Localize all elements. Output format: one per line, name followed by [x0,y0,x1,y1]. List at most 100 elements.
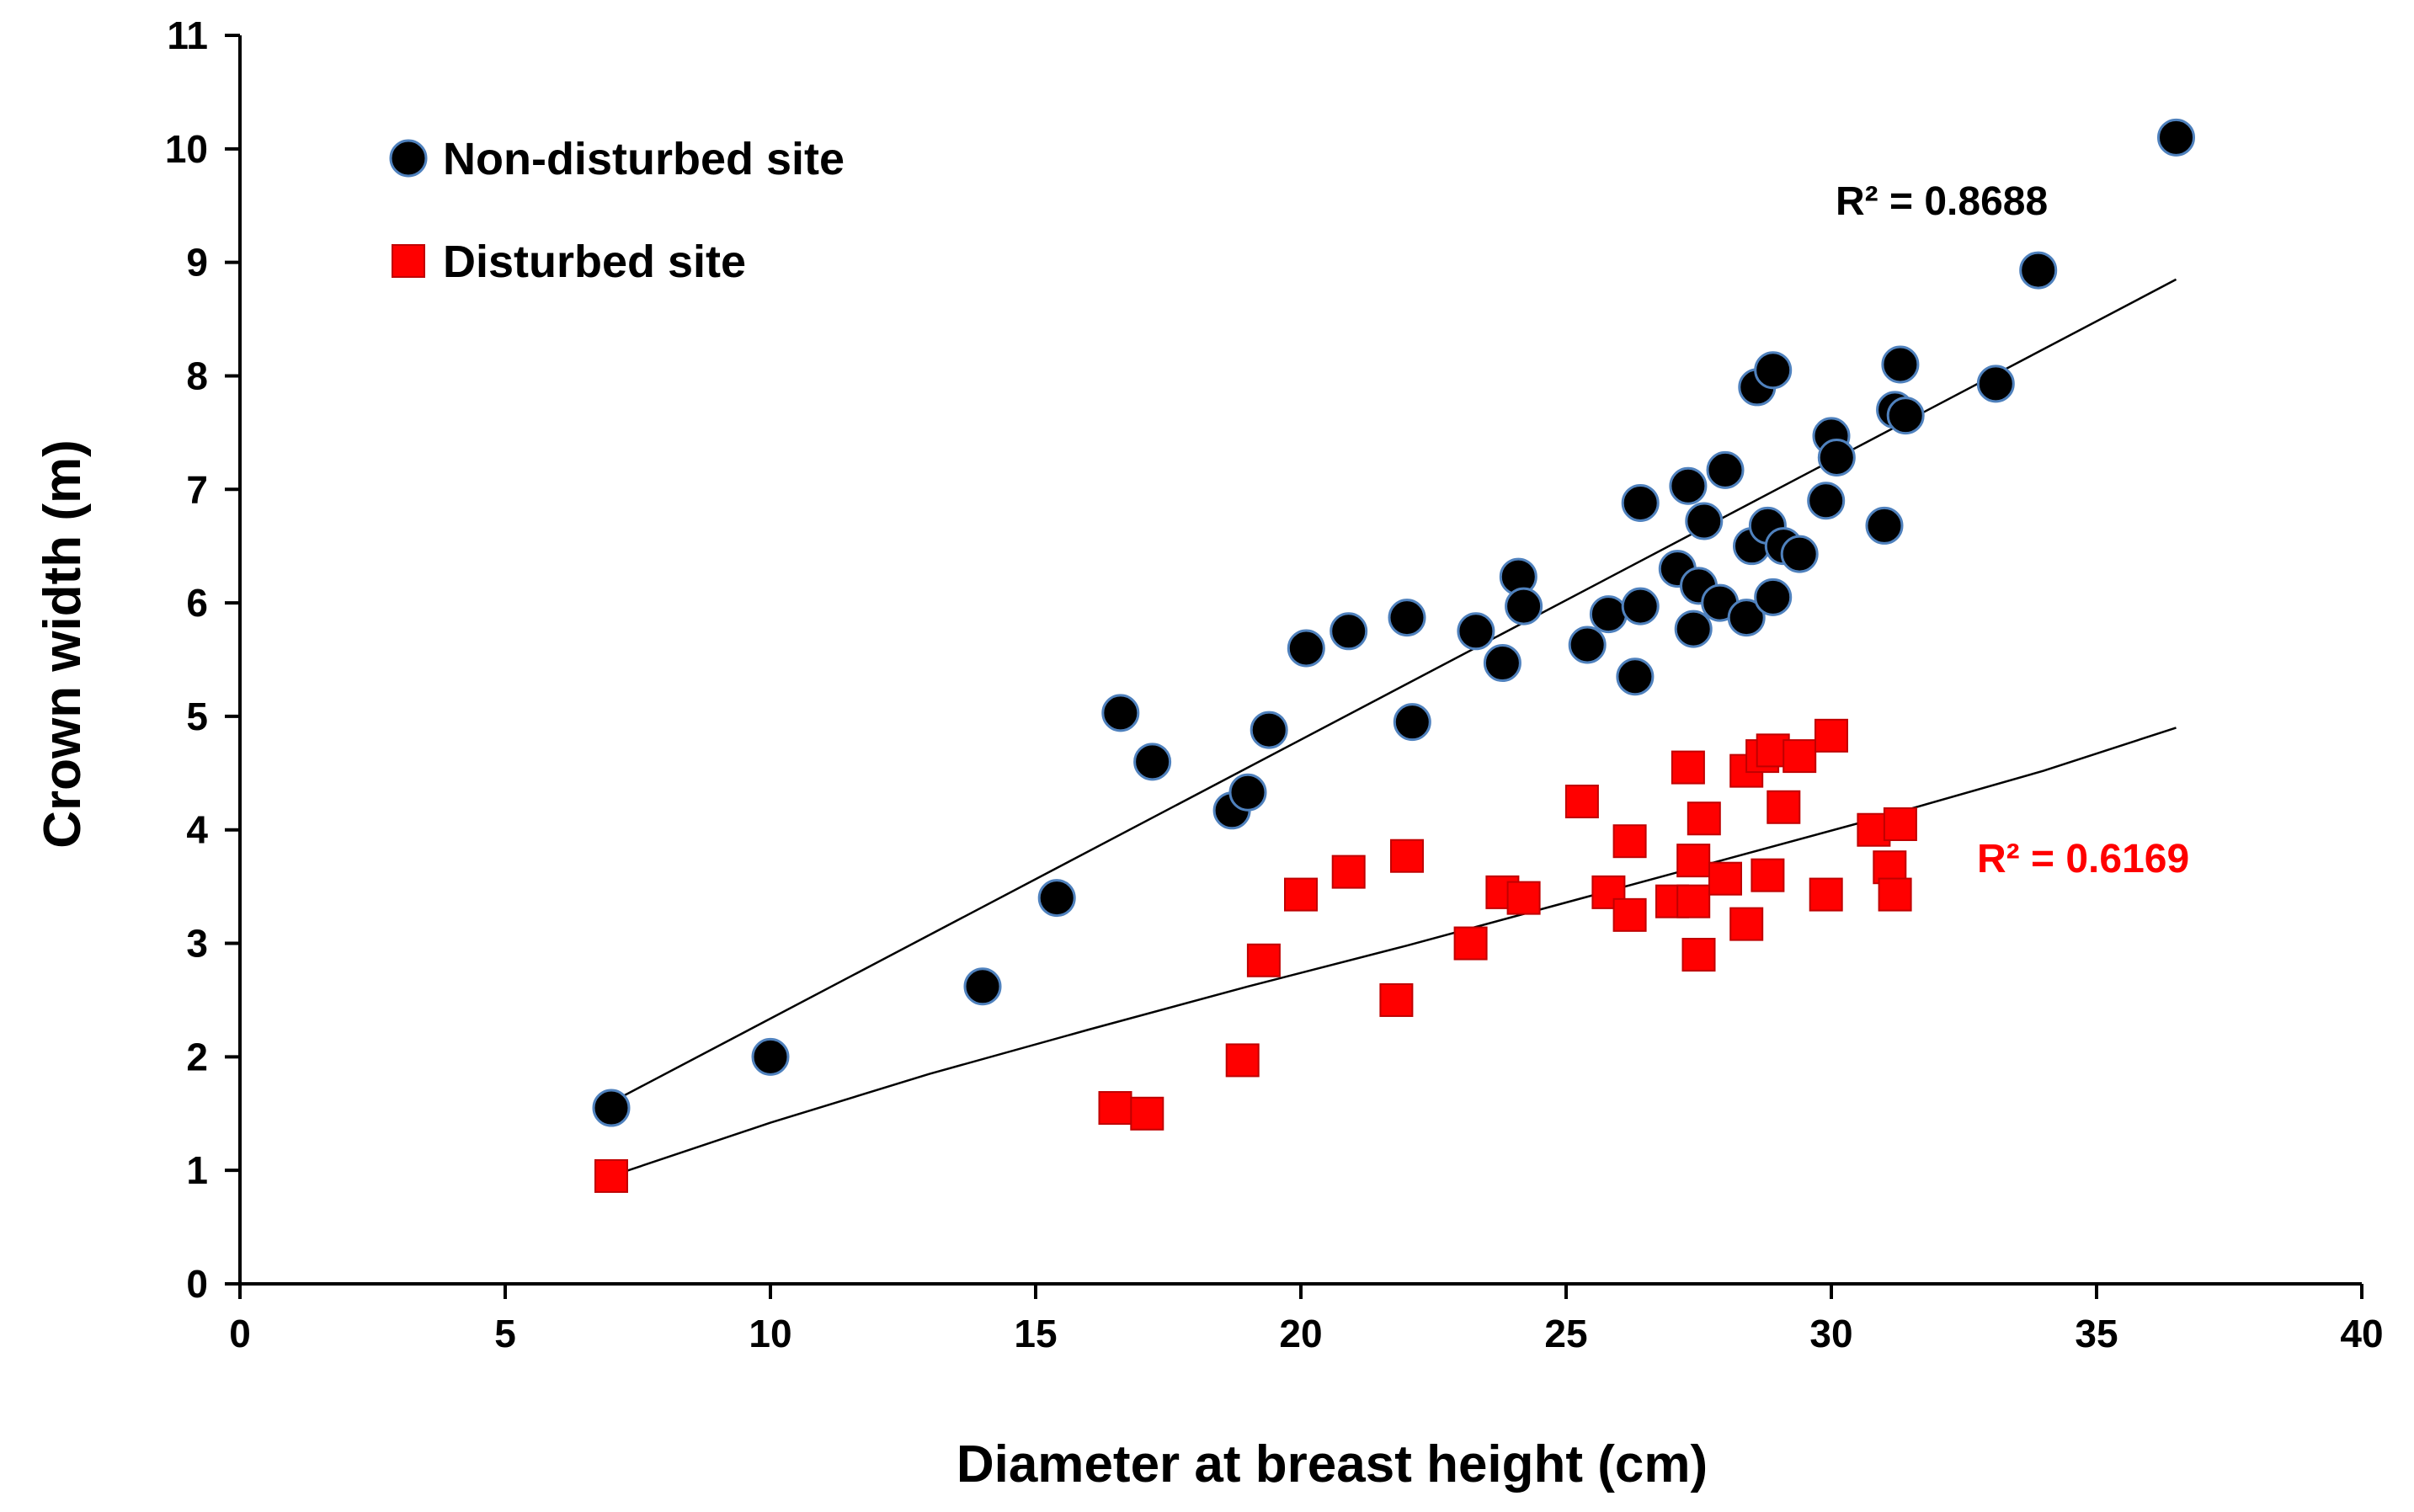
axes-layer [225,34,2363,1299]
non-disturbed-data-point [1616,658,1655,696]
non-disturbed-data-point [1817,439,1856,477]
legend-label-non-disturbed: Non-disturbed site [443,134,845,184]
legend-label-disturbed: Disturbed site [443,237,746,287]
x-tick-label: 25 [1544,1312,1587,1355]
disturbed-data-point [1284,877,1318,912]
non-disturbed-data-point [1228,773,1267,812]
non-disturbed-data-point [1865,506,1904,545]
disturbed-data-point [1878,877,1912,912]
disturbed-data-point [1225,1043,1260,1078]
disturbed-data-point [1767,790,1801,824]
non-disturbed-data-point [1621,587,1660,626]
y-tick-label: 2 [186,1035,208,1078]
x-axis-title: Diameter at breast height (cm) [957,1435,1708,1493]
y-tick-label: 8 [186,354,208,397]
non-disturbed-data-point [1505,587,1543,626]
non-disturbed-data-point [1393,703,1431,742]
non-disturbed-data-point [1976,365,2015,403]
non-disturbed-data-point [592,1089,631,1127]
disturbed-data-point [1681,938,1716,972]
y-tick-label: 10 [165,127,208,171]
disturbed-trendline [610,727,2177,1178]
disturbed-data-point [1783,739,1817,774]
non-disturbed-data-point [1807,482,1846,520]
legend-marker-non-disturbed [389,139,428,178]
disturbed-data-point [1708,861,1742,896]
disturbed-data-point [1612,897,1647,932]
disturbed-data-point [1098,1091,1132,1126]
disturbed-data-point [1612,824,1647,859]
disturbed-data-point [1506,881,1541,915]
non-disturbed-data-point [963,967,1002,1006]
y-tick-label: 9 [186,241,208,285]
non-disturbed-data-point [1037,879,1076,918]
non-disturbed-data-point [751,1037,790,1076]
trendline-layer [610,278,2177,1178]
disturbed-data-point [1729,907,1764,941]
disturbed-data-point [1453,926,1488,961]
disturbed-r-squared-label: R² = 0.6169 [1977,837,2189,881]
y-tick-label: 3 [186,922,208,966]
non-disturbed-data-point [1133,743,1172,781]
non-disturbed-data-point [1881,345,1920,384]
disturbed-data-point [594,1158,628,1193]
non-disturbed-data-point [1287,629,1325,668]
disturbed-data-point [1130,1096,1164,1131]
non-disturbed-data-point [1621,483,1660,522]
legend: Non-disturbed site Disturbed site [389,134,845,287]
disturbed-data-point [1676,844,1711,878]
non-disturbed-data-point [1780,535,1819,573]
annotation-layer: R² = 0.8688 R² = 0.6169 [1836,179,2189,881]
disturbed-data-point [1814,718,1848,753]
non-disturbed-data-point [1727,599,1766,637]
points-layer [592,118,2195,1193]
disturbed-data-point [1883,807,1917,841]
x-tick-label: 10 [749,1312,791,1355]
disturbed-data-point [1379,982,1414,1017]
non-disturbed-data-point [1669,466,1708,505]
disturbed-data-point [1564,785,1599,819]
non-disturbed-data-point [2019,251,2058,290]
non-disturbed-data-point [1754,578,1793,616]
non-disturbed-data-point [1101,694,1140,732]
non-disturbed-data-point [1483,644,1521,683]
x-tick-label: 30 [1809,1312,1852,1355]
non-disturbed-data-point [1754,351,1793,390]
y-tick-label: 0 [186,1262,208,1306]
x-tick-label: 40 [2340,1312,2383,1355]
disturbed-data-point [1246,943,1281,977]
x-tick-label: 20 [1279,1312,1322,1355]
non-disturbed-data-point [1706,450,1745,489]
y-tick-label: 5 [186,695,208,738]
y-tick-label: 6 [186,581,208,625]
disturbed-data-point [1751,858,1785,892]
non-disturbed-data-point [2157,118,2195,157]
non-disturbed-data-point [1589,595,1628,634]
x-tick-label: 5 [494,1312,516,1355]
y-axis-title: Crown width (m) [34,439,92,849]
disturbed-data-point [1809,877,1843,912]
non-disturbed-r-squared-label: R² = 0.8688 [1836,179,2048,224]
x-tick-label: 0 [229,1312,251,1355]
disturbed-data-point [1390,839,1424,873]
non-disturbed-data-point [1674,610,1713,648]
non-disturbed-data-point [1568,626,1607,664]
non-disturbed-data-point [1685,502,1724,540]
disturbed-data-point [1676,884,1711,918]
y-tick-label: 1 [186,1148,208,1192]
non-disturbed-data-point [1330,612,1368,651]
legend-marker-disturbed [392,244,425,278]
tick-labels-layer: 0 5 10 15 20 25 30 35 40 0 1 2 3 4 5 6 7 8 9 10 11 [165,13,2384,1355]
x-tick-label: 15 [1014,1312,1057,1355]
disturbed-data-point [1331,854,1366,889]
non-disturbed-data-point [1457,612,1495,651]
non-disturbed-data-point [1886,397,1925,435]
x-tick-label: 35 [2075,1312,2118,1355]
non-disturbed-data-point [1250,711,1288,749]
y-tick-label: 11 [167,13,208,57]
disturbed-data-point [1687,801,1721,836]
y-tick-label: 4 [186,808,208,852]
disturbed-data-point [1671,750,1705,785]
non-disturbed-data-point [1388,599,1426,637]
